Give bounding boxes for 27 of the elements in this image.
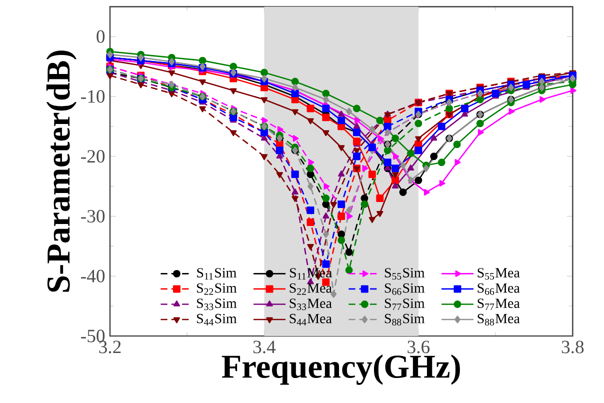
legend-label: S$_{22}$Sim — [196, 284, 237, 295]
legend-label: S$_{88}$Sim — [384, 314, 425, 326]
y-tick-label: -10 — [81, 90, 105, 103]
legend-label: S$_{11}$Sim — [197, 268, 236, 280]
legend-label: S$_{55}$Sim — [384, 268, 425, 280]
legend-label: S$_{44}$Sim — [196, 314, 237, 326]
legend-label: S$_{22}$Mea — [290, 284, 332, 295]
x-tick-label: 3.2 — [99, 340, 121, 354]
legend-label: S$_{33}$Mea — [290, 298, 332, 310]
x-axis-title: Frequency(GHz) — [222, 354, 460, 386]
legend-label: S$_{77}$Mea — [478, 298, 520, 310]
x-tick-label: 3.8 — [562, 340, 584, 354]
y-tick-label: 0 — [96, 30, 105, 44]
y-tick-label: -50 — [81, 330, 105, 342]
y-tick-label: -30 — [81, 210, 105, 223]
legend-label: S$_{88}$Mea — [478, 314, 520, 326]
x-tick-label: 3.6 — [408, 340, 430, 354]
legend-label: S$_{66}$Sim — [384, 284, 425, 296]
legend-label: S$_{55}$Mea — [478, 268, 520, 280]
x-tick-label: 3.4 — [253, 340, 276, 354]
legend-label: S$_{77}$Sim — [384, 298, 425, 310]
y-tick-label: -20 — [81, 150, 105, 163]
y-axis-title: S-Parameter(dB) — [46, 50, 77, 292]
legend-label: S$_{44}$Mea — [290, 314, 332, 326]
legend-label: S$_{66}$Mea — [478, 284, 520, 296]
y-tick-label: -40 — [81, 270, 105, 283]
legend-label: S$_{33}$Sim — [196, 298, 237, 310]
